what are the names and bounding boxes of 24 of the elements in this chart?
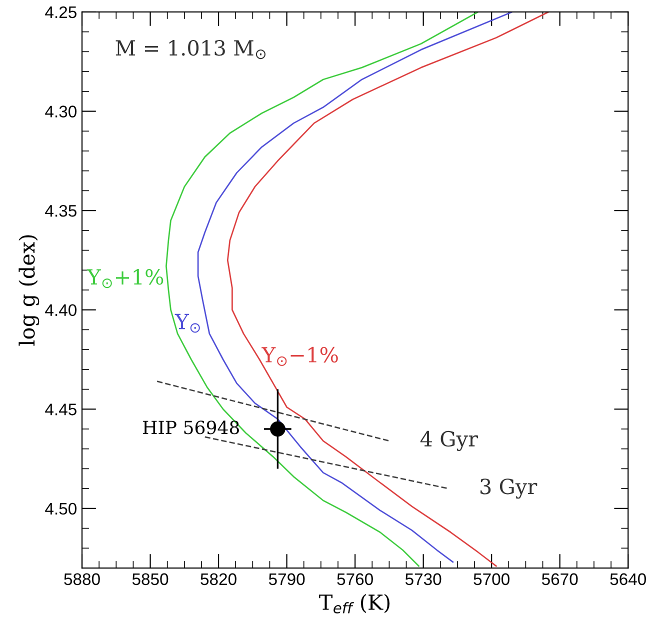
x-axis-title: T$_{eff}$ (K) — [319, 594, 390, 614]
x-tick-label: 5760 — [337, 573, 373, 586]
series-label: Y$_{⊙}$ — [174, 314, 200, 333]
x-tick-label: 5850 — [132, 573, 168, 586]
series-label: 4 Gyr — [420, 430, 478, 451]
x-tick-label: 5670 — [542, 573, 578, 586]
x-tick-label: 5790 — [268, 573, 305, 586]
y-tick-label: 4.50 — [45, 502, 76, 515]
annotation: M = 1.013 M$_{⊙}$ — [116, 40, 266, 60]
series-label: HIP 56948 — [142, 420, 239, 434]
x-tick-label: 5820 — [200, 573, 236, 586]
series-label: 3 Gyr — [480, 478, 538, 499]
x-tick-label: 5880 — [64, 573, 100, 586]
y-tick-label: 4.30 — [45, 106, 76, 118]
y-axis-title: log g (dex) — [18, 235, 40, 346]
y-tick-label: 4.25 — [45, 6, 76, 18]
y-tick-label: 4.45 — [45, 404, 76, 416]
x-tick-label: 5730 — [405, 573, 442, 586]
series-label: Y$_{⊙}$−1% — [262, 346, 338, 366]
y-tick-label: 4.35 — [45, 204, 76, 217]
y-tick-label: 4.40 — [45, 304, 76, 316]
x-tick-label: 5700 — [474, 573, 510, 586]
x-tick-label: 5640 — [610, 573, 646, 586]
series-label: Y$_{⊙}$+1% — [86, 268, 164, 288]
